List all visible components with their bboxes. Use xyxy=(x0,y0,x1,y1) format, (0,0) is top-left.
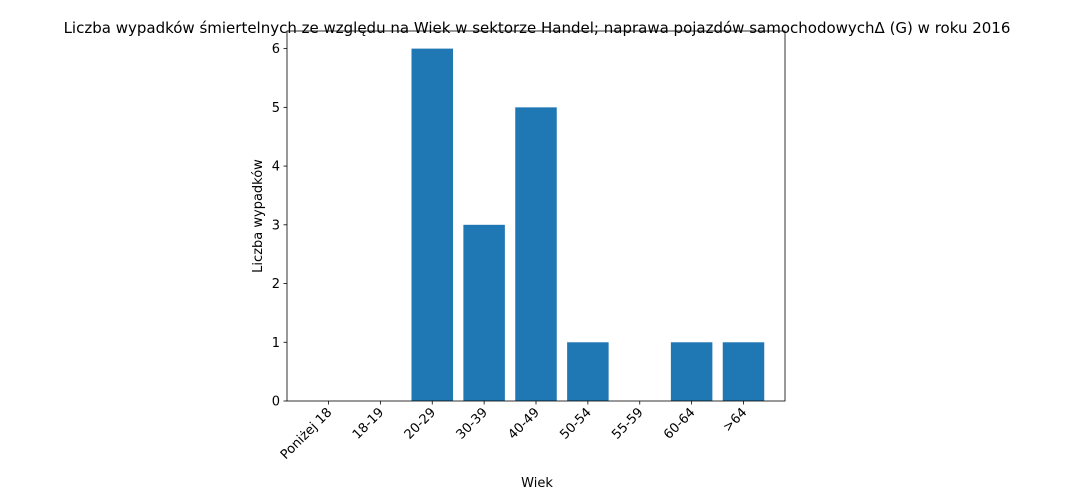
y-tick-label-3: 3 xyxy=(272,218,280,233)
bar-2 xyxy=(411,48,453,401)
bar-8 xyxy=(722,342,765,401)
x-axis-ticks: Poniżej 18 18-19 20-29 30-39 40-49 50-54 55-59… xyxy=(278,401,750,463)
bar-5 xyxy=(567,342,609,401)
bars-group xyxy=(411,48,765,401)
x-tick-label-2: 20-29 xyxy=(402,405,439,442)
x-tick-label-1: 18-19 xyxy=(350,405,387,442)
bar-4 xyxy=(515,107,557,401)
y-tick-label-6: 6 xyxy=(272,42,280,57)
y-tick-label-5: 5 xyxy=(272,101,280,116)
y-tick-label-4: 4 xyxy=(272,160,280,175)
y-tick-label-0: 0 xyxy=(272,395,280,410)
y-tick-label-2: 2 xyxy=(272,277,280,292)
chart-title: Liczba wypadków śmiertelnych ze względu … xyxy=(64,19,1011,37)
x-tick-label-5: 50-54 xyxy=(557,405,594,442)
x-tick-label-7: 60-64 xyxy=(661,405,698,442)
bar-3 xyxy=(463,224,505,401)
x-axis-label: Wiek xyxy=(521,476,553,491)
y-tick-label-1: 1 xyxy=(272,336,280,351)
x-tick-label-6: 55-59 xyxy=(609,405,646,442)
bar-7 xyxy=(670,342,713,401)
x-tick-label-0: Poniżej 18 xyxy=(278,405,335,462)
y-axis-label: Liczba wypadków xyxy=(251,159,266,273)
x-tick-label-4: 40-49 xyxy=(506,405,543,442)
x-tick-label-8: >64 xyxy=(720,405,750,435)
x-tick-label-3: 30-39 xyxy=(454,405,491,442)
y-axis-ticks: 0 1 2 3 4 5 6 xyxy=(272,42,287,410)
